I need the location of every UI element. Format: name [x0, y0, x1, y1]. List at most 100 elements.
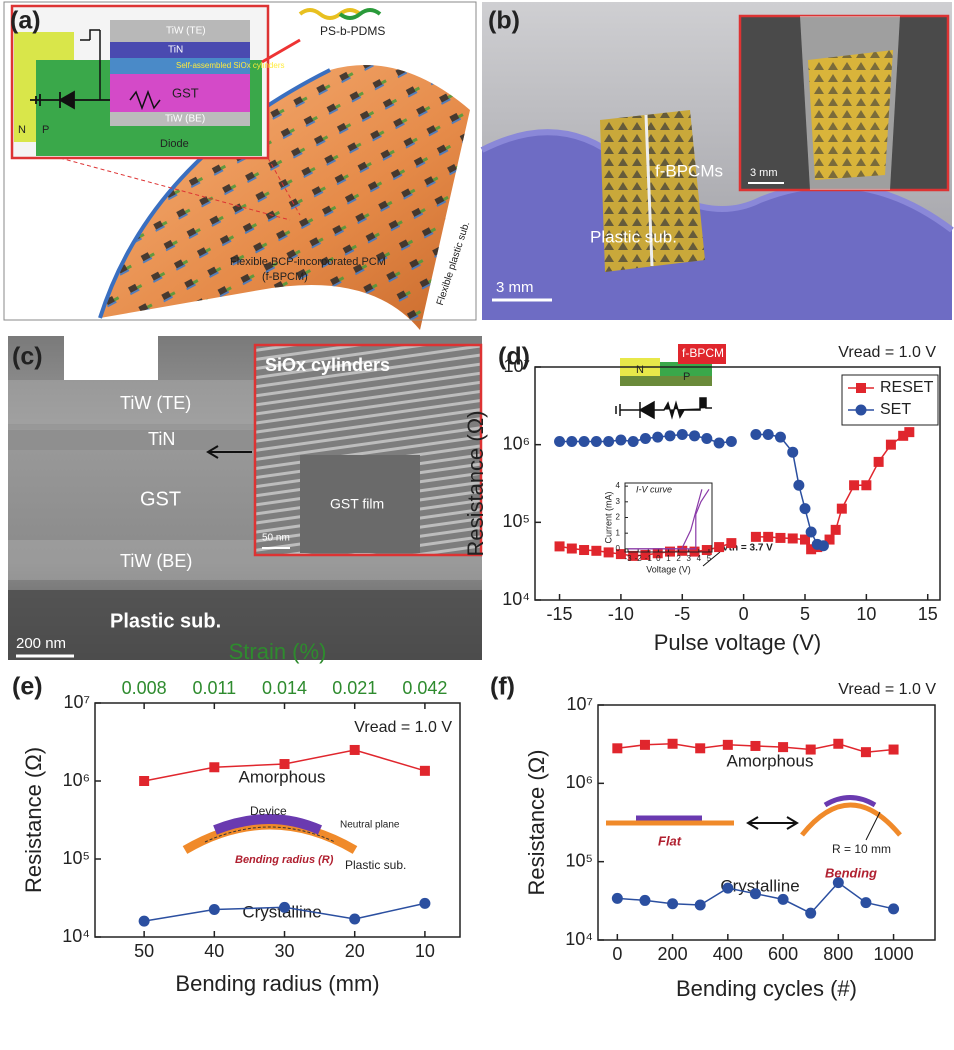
x2-tick-label: 0.014	[262, 678, 307, 698]
panel-label: (f)	[490, 673, 515, 701]
pointer	[866, 812, 880, 840]
marker	[420, 766, 430, 776]
radius-label: Bending radius (R)	[235, 854, 334, 866]
marker	[640, 740, 650, 750]
marker	[566, 436, 577, 447]
read-voltage: Vread = 1.0 V	[354, 719, 452, 736]
read-voltage: Vread = 1.0 V	[838, 344, 936, 361]
x-tick-label: -5	[674, 604, 690, 624]
marker	[787, 447, 798, 458]
polymer-label: PS-b-PDMS	[320, 24, 385, 38]
y-tick-label: 10⁵	[503, 511, 530, 531]
substrate-label: Plastic sub.	[345, 858, 406, 872]
y-tick-label: 1	[616, 528, 621, 537]
marker	[860, 897, 871, 908]
x-tick-label: -1	[645, 554, 653, 563]
marker	[640, 433, 651, 444]
layer-label: TiW (TE)	[166, 26, 206, 37]
marker	[722, 883, 733, 894]
marker	[775, 533, 785, 543]
marker	[818, 540, 829, 551]
marker	[603, 436, 614, 447]
x-tick-label: 0	[739, 604, 749, 624]
radius-label: R = 10 mm	[832, 842, 891, 856]
marker	[763, 532, 773, 542]
scale-label: 200 nm	[16, 635, 66, 652]
device-label: Flexible BCP-incorporated PCM	[230, 256, 386, 268]
x-tick-label: 10	[415, 941, 435, 961]
bending-label: Bending	[825, 865, 877, 880]
marker	[800, 503, 811, 514]
y-axis-label: Resistance (Ω)	[524, 749, 549, 895]
substrate-arc	[185, 825, 355, 850]
x-tick-label: 800	[823, 944, 853, 964]
substrate-label: Plastic sub.	[110, 610, 221, 632]
marker	[591, 436, 602, 447]
x-tick-label: 5	[707, 554, 712, 563]
panel-label: (e)	[12, 673, 43, 701]
y-axis-label: Current (mA)	[603, 491, 613, 543]
x-tick-label: 20	[345, 941, 365, 961]
scale-label: 3 mm	[750, 167, 778, 179]
marker	[695, 899, 706, 910]
y-tick-label: 10⁴	[502, 589, 530, 609]
state-label: Amorphous	[727, 751, 814, 770]
marker	[665, 430, 676, 441]
marker	[889, 745, 899, 755]
marker	[555, 541, 565, 551]
x-tick-label: 15	[918, 604, 938, 624]
marker	[554, 436, 565, 447]
panel-f: (f) Vread = 1.0 V Amorphous Crystalline …	[490, 673, 936, 896]
marker	[701, 433, 712, 444]
marker	[695, 743, 705, 753]
legend-marker	[856, 405, 867, 416]
panel-c: SiOx cylinders GST film 50 nm TiW (TE) T…	[8, 336, 482, 660]
x2-tick-label: 0.008	[122, 678, 167, 698]
device-label: (f-BPCM)	[262, 271, 308, 283]
y-tick-label: 2	[616, 513, 621, 522]
legend-marker	[856, 383, 866, 393]
marker	[419, 898, 430, 909]
y-tick-label: 10⁴	[62, 926, 90, 946]
marker	[806, 745, 816, 755]
plane-label: Neutral plane	[340, 820, 400, 831]
x-tick-label: 10	[856, 604, 876, 624]
marker	[612, 743, 622, 753]
junction-label: P	[683, 371, 690, 383]
layer-label: TiW (TE)	[120, 393, 191, 413]
marker	[280, 759, 290, 769]
circuit-symbol	[616, 398, 712, 418]
marker	[677, 429, 688, 440]
x2-tick-label: 0.011	[192, 678, 236, 698]
arrow	[748, 817, 797, 829]
y-tick-label: 10⁷	[503, 356, 530, 376]
marker	[778, 742, 788, 752]
flat-label: Flat	[658, 833, 682, 848]
y-tick-label: 10⁶	[63, 770, 90, 790]
marker	[861, 480, 871, 490]
marker	[579, 436, 590, 447]
x-tick-label: 0	[612, 944, 622, 964]
y-tick-label: 10⁷	[566, 694, 593, 714]
marker	[793, 480, 804, 491]
x-axis-label: Bending cycles (#)	[676, 976, 857, 1001]
y-axis-label: Resistance (Ω)	[463, 410, 488, 556]
x-tick-label: 200	[658, 944, 688, 964]
panel-a: TiW (TE) TiN Self-assembled SiOx cylinde…	[4, 2, 476, 330]
marker	[668, 739, 678, 749]
marker	[833, 877, 844, 888]
figure: TiW (TE) TiN Self-assembled SiOx cylinde…	[0, 0, 954, 1050]
device-label: Device	[250, 804, 287, 818]
substrate-label: Plastic sub.	[590, 227, 677, 246]
layer-label: TiN	[148, 429, 175, 449]
x-tick-label: -10	[608, 604, 634, 624]
legend-label: RESET	[880, 379, 934, 396]
x-tick-label: 600	[768, 944, 798, 964]
x-tick-label: 4	[697, 554, 702, 563]
y-tick-label: 0	[616, 544, 621, 553]
scale-label: 50 nm	[262, 533, 290, 544]
x-tick-label: 0	[656, 554, 661, 563]
y-tick-label: 10⁴	[565, 929, 593, 949]
marker	[750, 741, 760, 751]
legend-label: SET	[880, 401, 911, 418]
